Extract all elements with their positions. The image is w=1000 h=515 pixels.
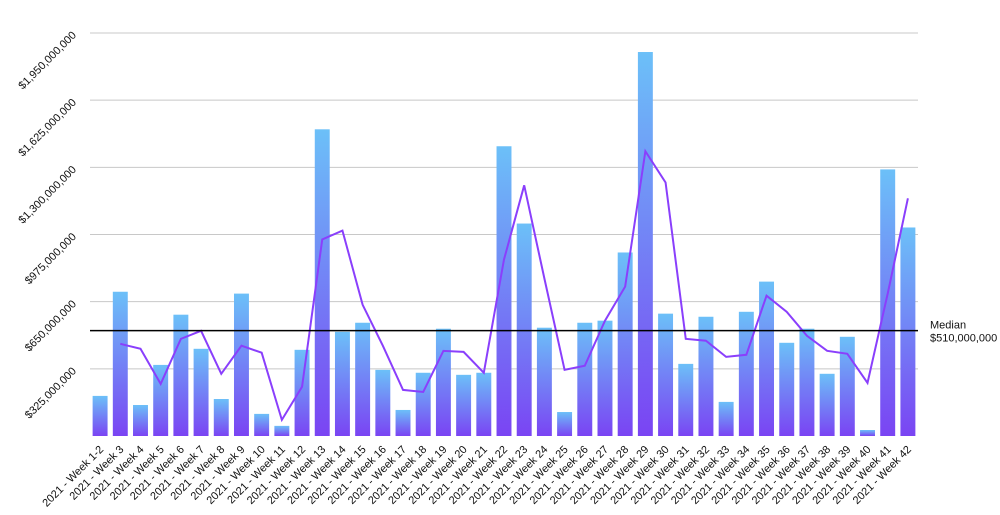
bar: [193, 348, 209, 436]
bar: [496, 146, 512, 436]
bar: [254, 413, 270, 436]
bar: [456, 374, 472, 436]
bar: [819, 373, 835, 436]
bar: [294, 349, 310, 436]
bar: [577, 322, 593, 436]
bar: [173, 314, 189, 436]
bar: [435, 328, 451, 436]
bar: [597, 320, 613, 436]
bar: [92, 395, 108, 436]
bar: [900, 227, 916, 436]
line: [120, 148, 909, 423]
median-value-label: $510,000,000: [930, 333, 997, 345]
bar: [718, 401, 734, 436]
bar: [375, 369, 391, 436]
bar: [274, 425, 290, 436]
bar: [415, 372, 431, 436]
bar: [637, 52, 653, 436]
y-tick-label: $975,000,000: [23, 231, 79, 287]
bar: [860, 430, 875, 436]
bar: [516, 223, 532, 436]
bar: [799, 328, 815, 436]
bar: [658, 313, 674, 436]
bar: [314, 129, 330, 436]
y-tick-label: $650,000,000: [23, 298, 79, 354]
y-tick-label: $1,625,000,000: [16, 97, 79, 160]
bar: [355, 322, 371, 436]
bar: [880, 169, 896, 436]
bar: [557, 412, 573, 436]
bar: [213, 399, 229, 436]
bar: [112, 291, 128, 436]
bar: [678, 363, 694, 436]
bar: [779, 342, 795, 436]
y-tick-label: $1,950,000,000: [16, 29, 79, 92]
bar: [334, 331, 350, 436]
bar: [476, 372, 492, 436]
bar: [536, 327, 552, 436]
bar: [133, 405, 148, 436]
median-label: Median: [930, 320, 966, 332]
y-tick-label: $325,000,000: [23, 365, 79, 421]
bar: [759, 281, 775, 436]
bar: [839, 336, 855, 436]
bar: [698, 316, 714, 436]
bar: [153, 364, 169, 436]
bar: [233, 293, 249, 436]
bar: [395, 409, 411, 436]
y-tick-label: $1,300,000,000: [16, 164, 79, 227]
bar: [617, 252, 633, 436]
